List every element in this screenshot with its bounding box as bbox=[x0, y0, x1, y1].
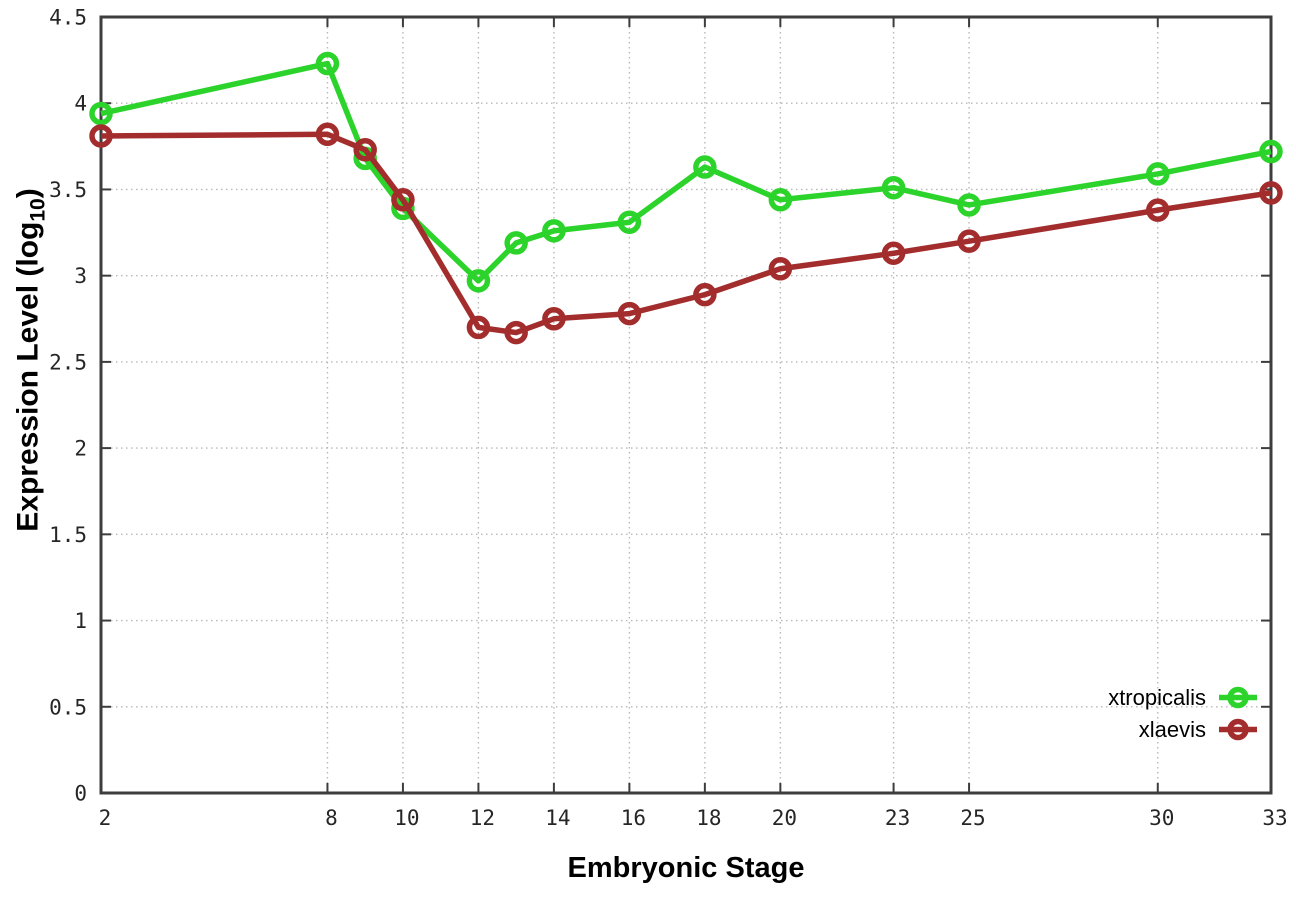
data-point bbox=[504, 231, 528, 255]
line-point-marker-icon bbox=[1219, 686, 1257, 709]
series-line bbox=[100, 131, 1272, 336]
data-point bbox=[466, 315, 491, 340]
data-point bbox=[89, 124, 113, 148]
series-xlaevis bbox=[89, 122, 1283, 345]
tick-marks-layer bbox=[100, 16, 1272, 794]
data-point bbox=[542, 219, 566, 243]
x-tick-label: 2 bbox=[99, 806, 112, 830]
x-tick-label: 23 bbox=[885, 806, 910, 830]
x-tick-label: 10 bbox=[394, 806, 419, 830]
y-axis-title: Expression Level (log10) bbox=[12, 188, 51, 531]
data-point bbox=[693, 155, 717, 179]
x-tick-label: 30 bbox=[1149, 806, 1174, 830]
data-point bbox=[957, 229, 981, 253]
y-axis-title-text: Expression Level (log bbox=[11, 221, 45, 532]
data-point bbox=[504, 320, 528, 345]
legend-item-xlaevis: xlaevis bbox=[1139, 716, 1260, 743]
data-point bbox=[315, 51, 340, 76]
x-tick-label: 18 bbox=[696, 806, 721, 830]
y-tick-label: 0 bbox=[74, 782, 87, 806]
data-point bbox=[542, 307, 566, 331]
y-tick-label: 4.5 bbox=[49, 6, 87, 30]
x-tick-label: 16 bbox=[621, 806, 646, 830]
line-point-marker-icon bbox=[1219, 718, 1257, 741]
y-tick-label: 2 bbox=[74, 437, 87, 461]
x-tick-label: 12 bbox=[470, 806, 495, 830]
data-point bbox=[768, 188, 793, 212]
data-point bbox=[957, 193, 981, 217]
series-line bbox=[100, 60, 1272, 284]
y-axis-title-suffix: ) bbox=[11, 188, 45, 199]
y-tick-label: 1 bbox=[74, 609, 87, 633]
data-point bbox=[617, 301, 642, 326]
data-point bbox=[617, 210, 642, 234]
data-point bbox=[1259, 181, 1283, 205]
series-xtropicalis bbox=[89, 51, 1283, 293]
data-point bbox=[1146, 162, 1170, 186]
x-tick-label: 33 bbox=[1262, 806, 1287, 830]
legend: xtropicalis xlaevis bbox=[1108, 684, 1260, 743]
data-point bbox=[391, 188, 415, 212]
data-point bbox=[89, 101, 113, 126]
data-point bbox=[315, 122, 340, 147]
data-point bbox=[353, 138, 377, 162]
y-tick-label: 0.5 bbox=[49, 695, 87, 719]
tick-labels-layer: 2 8 10 12 14 16 18 20 23 25 30 33 0 0.5 1 1.5 2 2.5 3 3.5 4 4… bbox=[49, 6, 1288, 831]
data-point bbox=[1146, 198, 1170, 222]
x-axis-title: Embryonic Stage bbox=[567, 852, 805, 884]
data-point bbox=[881, 175, 906, 200]
data-point bbox=[466, 269, 491, 293]
data-point bbox=[768, 257, 793, 281]
y-tick-label: 2.5 bbox=[49, 350, 87, 374]
legend-item-xtropicalis: xtropicalis bbox=[1108, 684, 1260, 711]
y-axis-title-subscript: 10 bbox=[26, 198, 50, 222]
y-tick-label: 4 bbox=[74, 92, 87, 116]
legend-label-xtropicalis: xtropicalis bbox=[1108, 684, 1206, 710]
x-tick-label: 20 bbox=[772, 806, 797, 830]
x-tick-label: 14 bbox=[545, 806, 570, 830]
data-point bbox=[1259, 139, 1283, 164]
y-tick-label: 3.5 bbox=[49, 178, 87, 202]
data-point bbox=[881, 241, 906, 265]
x-tick-label: 8 bbox=[325, 806, 338, 830]
y-tick-label: 1.5 bbox=[49, 523, 87, 547]
legend-label-xlaevis: xlaevis bbox=[1138, 716, 1206, 742]
plot-border bbox=[99, 15, 1273, 795]
data-point bbox=[693, 282, 717, 307]
x-tick-label: 25 bbox=[960, 806, 985, 830]
y-tick-label: 3 bbox=[74, 264, 87, 288]
